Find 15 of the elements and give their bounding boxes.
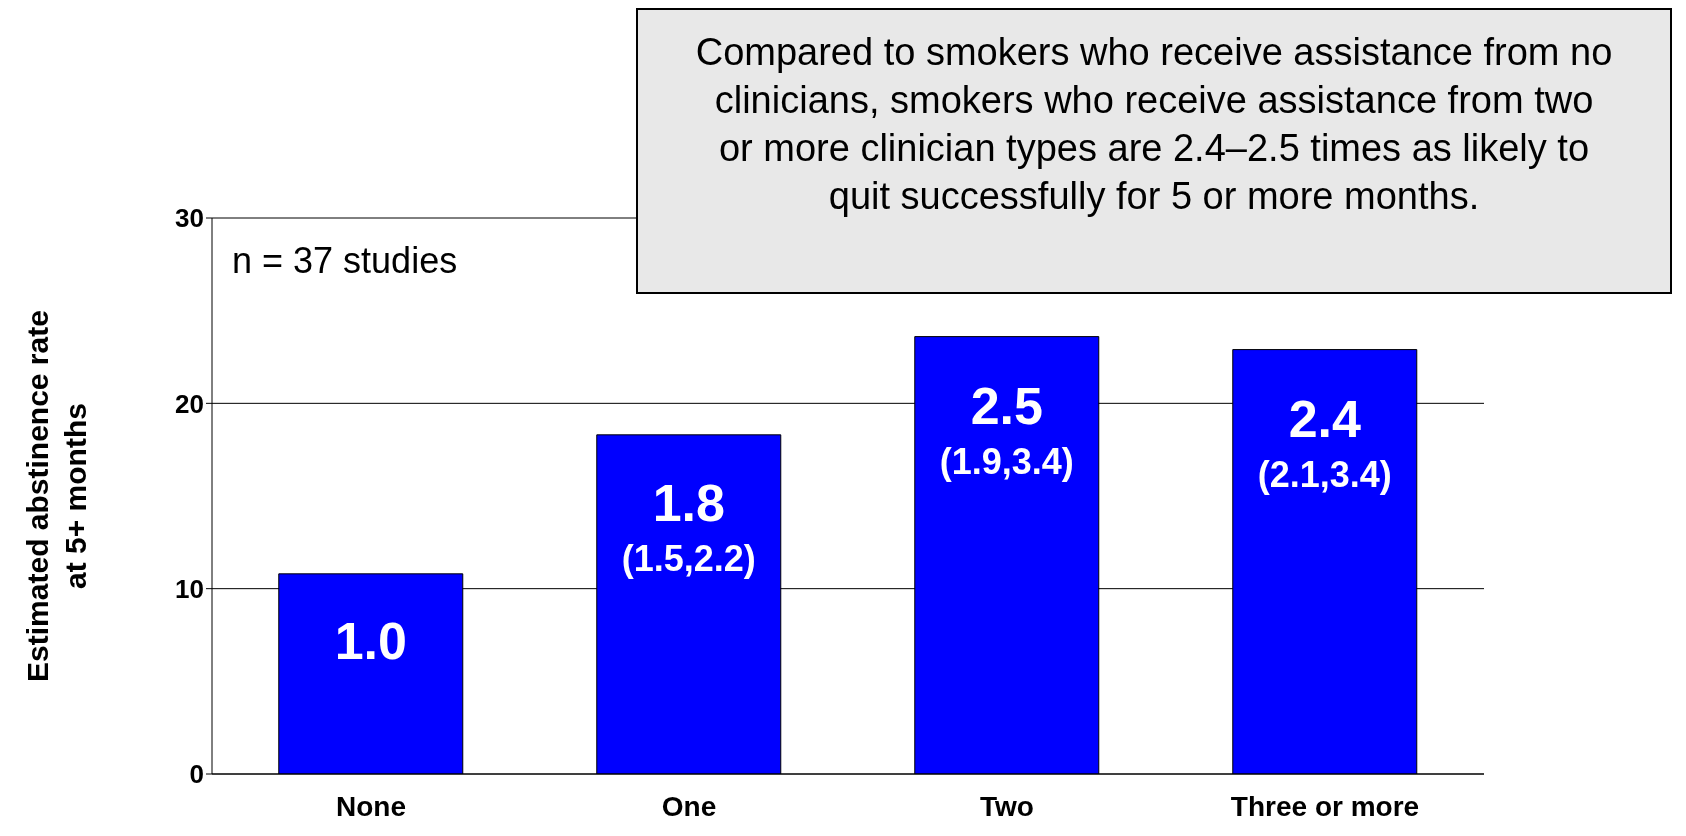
x-tick-label: None — [336, 790, 406, 822]
x-tick-label: One — [661, 790, 717, 822]
x-tick-label: Two — [980, 790, 1034, 822]
annotation: 2.5 (1.9,3.4) — [939, 376, 1074, 482]
annotation: n = 37 studies — [232, 240, 458, 282]
y-tick-label: 30 — [175, 203, 204, 234]
annotation: 1.8 (1.5,2.2) — [621, 474, 756, 580]
annotation: 2.4 (2.1,3.4) — [1257, 389, 1392, 495]
y-tick-label: 20 — [175, 388, 204, 419]
y-tick-label: 0 — [189, 759, 204, 790]
annotation: 1.0 — [334, 612, 407, 671]
callout-box: Compared to smokers who receive assistance from no clinicians, smokers who receive assistance from two or more clinician types are 2.4–2.5 times as likely to quit successfully for 5 or more months. — [636, 8, 1672, 294]
y-axis-title: Estimated abstinence rate at 5+ months — [21, 310, 92, 682]
y-tick-label: 10 — [175, 573, 204, 604]
x-tick-label: Three or more — [1230, 790, 1420, 822]
